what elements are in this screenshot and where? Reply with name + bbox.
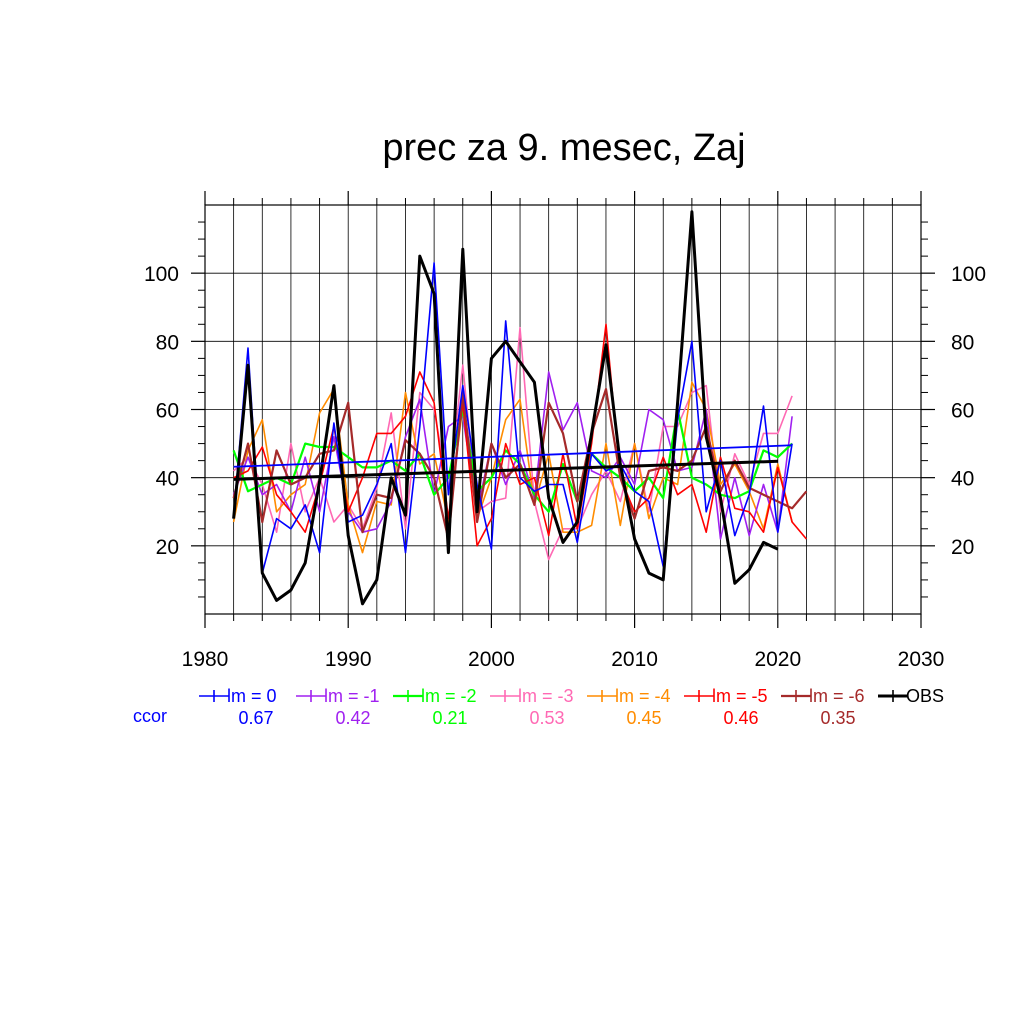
x-tick-label: 2010	[611, 648, 658, 671]
y-tick-label-right: 80	[951, 331, 974, 354]
y-tick-label: 40	[156, 468, 179, 491]
y-tick-label: 80	[156, 331, 179, 354]
legend-label: lm = -5	[712, 686, 768, 706]
x-tick-label: 1990	[325, 648, 372, 671]
series-line-lm-4	[232, 381, 793, 554]
legend-label: lm = 0	[227, 686, 277, 706]
y-tick-label-right: 20	[951, 536, 974, 559]
y-tick-label: 100	[144, 263, 179, 286]
ccor-label: ccor	[133, 706, 167, 726]
legend-label: lm = -2	[421, 686, 477, 706]
x-tick-label: 2020	[754, 648, 801, 671]
y-tick-label-right: 40	[951, 468, 974, 491]
legend-label: lm = -4	[615, 686, 671, 706]
y-tick-label: 60	[156, 400, 179, 423]
chart-title: prec za 9. mesec, Zaj	[382, 127, 745, 169]
legend-label: OBS	[906, 686, 944, 706]
x-tick-label: 2000	[468, 648, 515, 671]
series-line-lm-2	[232, 408, 793, 513]
ccor-value: 0.35	[820, 708, 855, 728]
ccor-value: 0.53	[529, 708, 564, 728]
series-layer	[232, 210, 808, 606]
legend-label: lm = -1	[324, 686, 380, 706]
grid	[205, 205, 921, 614]
legend-label: lm = -6	[809, 686, 865, 706]
trend-line-obs	[233, 459, 778, 481]
ccor-value: 0.21	[432, 708, 467, 728]
series-line-lm-5	[233, 323, 808, 547]
y-tick-label: 20	[156, 536, 179, 559]
legend-label: lm = -3	[518, 686, 574, 706]
x-tick-label: 2030	[898, 648, 945, 671]
y-tick-label-right: 60	[951, 400, 974, 423]
series-line-lm-3	[233, 326, 793, 561]
ccor-value: 0.42	[335, 708, 370, 728]
ccor-value: 0.45	[626, 708, 661, 728]
series-line-lm-1	[232, 371, 793, 540]
trend-line-lm0	[233, 444, 793, 468]
series-line-lm0	[232, 262, 793, 574]
ccor-value: 0.67	[238, 708, 273, 728]
x-tick-label: 1980	[182, 648, 229, 671]
y-tick-label-right: 100	[951, 263, 986, 286]
series-line-obs	[232, 210, 779, 606]
ccor-value: 0.46	[723, 708, 758, 728]
